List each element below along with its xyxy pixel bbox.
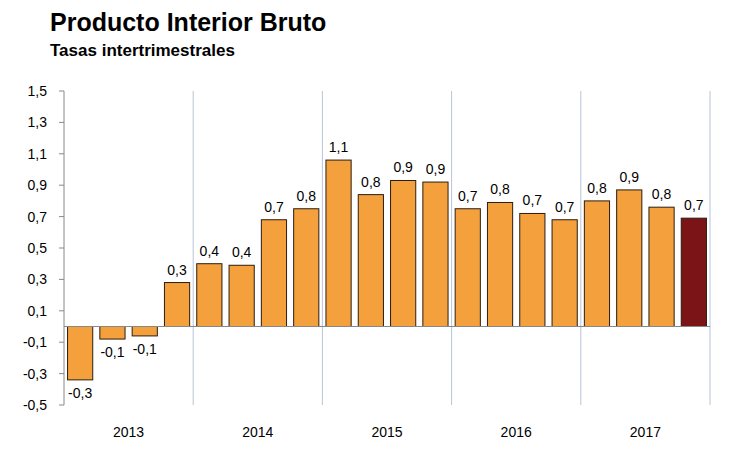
data-label: 0,4 [200, 243, 220, 259]
title: Producto Interior Bruto [50, 8, 326, 36]
bar [132, 327, 157, 336]
y-tick-label: 1,3 [28, 114, 48, 130]
bar [423, 182, 448, 326]
y-axis [64, 91, 65, 405]
data-label: 0,3 [167, 262, 187, 278]
y-tick-label: 0,1 [28, 303, 48, 319]
data-label: 0,8 [490, 181, 510, 197]
data-label: 0,9 [426, 161, 446, 177]
y-tick [59, 91, 64, 92]
bar [229, 265, 254, 326]
y-tick-label: 1,5 [28, 83, 48, 99]
y-tick [59, 279, 64, 280]
bar [197, 264, 222, 327]
data-label: 0,7 [458, 188, 478, 204]
data-label: 0,9 [620, 169, 640, 185]
y-tick-label: 0,5 [28, 240, 48, 256]
data-label: 0,7 [555, 199, 575, 215]
y-tick [59, 248, 64, 249]
group-separator [451, 91, 452, 405]
y-tick-label: -0,1 [23, 334, 47, 350]
x-tick-label: 2015 [371, 424, 402, 440]
bar [649, 207, 674, 326]
data-label: -0,3 [68, 385, 92, 401]
y-tick [59, 216, 64, 217]
x-axis [64, 326, 710, 327]
bar [326, 160, 351, 326]
data-label: 1,1 [329, 139, 349, 155]
bar [681, 218, 706, 326]
group-separator [710, 91, 711, 405]
y-tick [59, 185, 64, 186]
y-tick [59, 310, 64, 311]
group-separator [580, 91, 581, 405]
x-tick-label: 2014 [242, 424, 273, 440]
y-tick [59, 122, 64, 123]
bar [391, 180, 416, 326]
group-separator [322, 91, 323, 405]
y-tick [59, 373, 64, 374]
y-tick-label: -0,5 [23, 397, 47, 413]
y-tick [59, 342, 64, 343]
x-tick-label: 2017 [630, 424, 661, 440]
y-tick-label: 0,7 [28, 209, 48, 225]
data-label: -0,1 [100, 344, 124, 360]
data-label: 0,9 [393, 159, 413, 175]
x-tick-label: 2016 [501, 424, 532, 440]
bar [100, 327, 125, 340]
data-label: 0,7 [684, 197, 704, 213]
subtitle: Tasas intertrimestrales [50, 41, 235, 60]
data-label: 0,7 [264, 199, 284, 215]
data-label: 0,8 [587, 180, 607, 196]
y-tick [59, 153, 64, 154]
group-separator [193, 91, 194, 405]
data-label: 0,7 [523, 192, 543, 208]
data-label: 0,8 [361, 174, 381, 190]
bar [455, 209, 480, 327]
x-tick-label: 2013 [113, 424, 144, 440]
y-tick-label: 0,3 [28, 271, 48, 287]
bar [584, 201, 609, 327]
data-label: 0,4 [232, 244, 252, 260]
bar [487, 202, 512, 326]
bar [68, 327, 93, 380]
bar [294, 209, 319, 327]
data-label: 0,8 [652, 186, 672, 202]
bars [68, 160, 707, 380]
data-label: 0,8 [297, 188, 317, 204]
data-label: -0,1 [133, 341, 157, 357]
chart: Producto Interior Bruto Tasas intertrimes… [0, 0, 730, 450]
bar [261, 220, 286, 327]
y-tick-label: -0,3 [23, 366, 47, 382]
bar [164, 283, 189, 327]
bar [617, 190, 642, 327]
bar [552, 220, 577, 327]
y-tick-label: 1,1 [28, 146, 48, 162]
bar [358, 195, 383, 327]
y-tick [59, 405, 64, 406]
y-tick-label: 0,9 [28, 177, 48, 193]
bar [520, 213, 545, 326]
